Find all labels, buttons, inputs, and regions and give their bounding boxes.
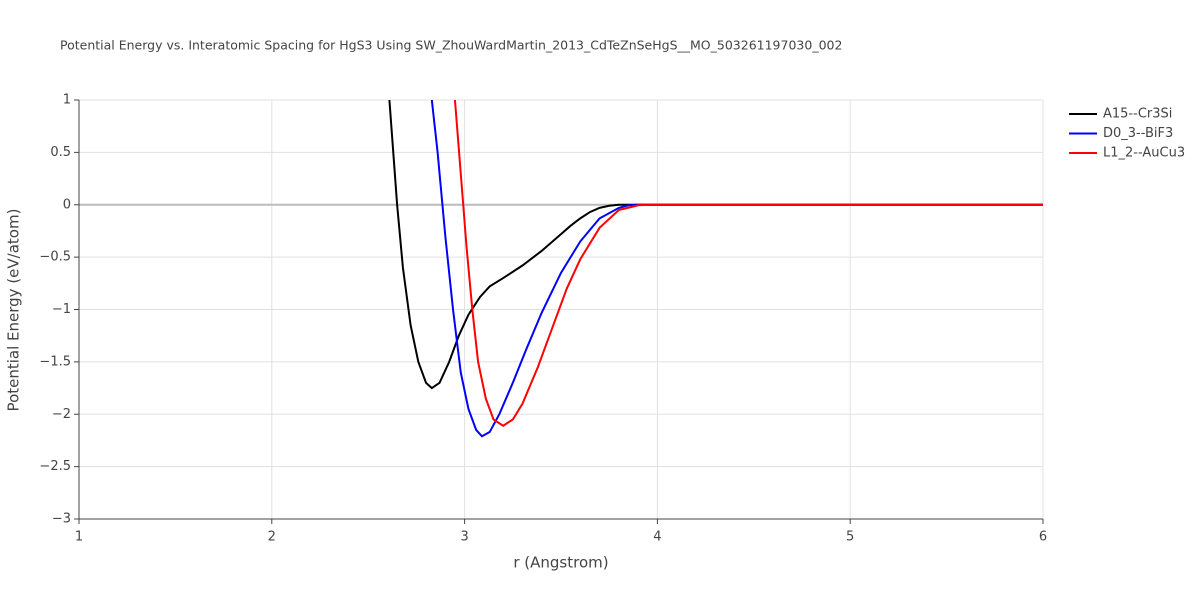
legend-label: D0_3--BiF3	[1103, 126, 1173, 141]
y-tick-label: 1	[63, 93, 71, 108]
plot-area	[388, 100, 1043, 438]
series-line	[388, 100, 1043, 390]
y-tick-label: 0.5	[50, 145, 71, 160]
x-axis-title: r (Angstrom)	[513, 554, 608, 572]
x-tick-label: 5	[846, 530, 854, 545]
x-tick-label: 6	[1039, 530, 1047, 545]
y-tick-label: −2.5	[39, 459, 71, 474]
grid: 1 2 3 4 5 6 −3 −2.5 −2 −1.5 −1 −0.5 0 0.5 1	[39, 93, 1047, 545]
series-line	[430, 100, 1043, 438]
y-tick-label: −1.5	[39, 354, 71, 369]
x-tick-label: 4	[653, 530, 661, 545]
y-tick-label: 0	[63, 197, 71, 212]
legend-label: L1_2--AuCu3	[1103, 146, 1185, 161]
x-tick-label: 2	[268, 530, 276, 545]
legend: A15--Cr3Si D0_3--BiF3 L1_2--AuCu3	[1069, 107, 1185, 161]
y-axis-title: Potential Energy (eV/atom)	[5, 209, 23, 412]
y-tick-label: −3	[52, 512, 71, 527]
x-tick-label: 3	[460, 530, 468, 545]
y-tick-label: −0.5	[39, 250, 71, 265]
chart-title: Potential Energy vs. Interatomic Spacing…	[60, 38, 842, 53]
series-line	[453, 100, 1043, 427]
y-tick-label: −1	[52, 302, 71, 317]
x-tick-label: 1	[75, 530, 83, 545]
y-tick-label: −2	[52, 407, 71, 422]
legend-label: A15--Cr3Si	[1103, 107, 1172, 122]
